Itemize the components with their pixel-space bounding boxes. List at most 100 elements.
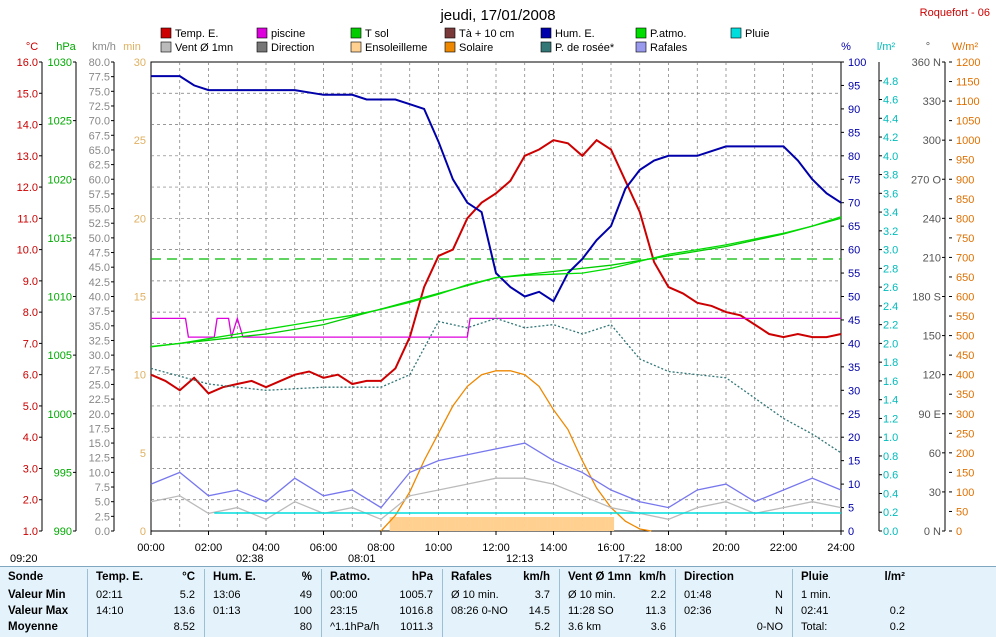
wind-axis-tick-label: 0.0	[95, 526, 110, 538]
sunshine-bar	[452, 517, 456, 531]
temp-axis-tick-label: 16.0	[17, 57, 38, 69]
temp-axis-tick-label: 1.0	[23, 526, 38, 538]
humidity-tick-label: 95	[848, 80, 860, 92]
summary-col-unit: km/h	[523, 571, 550, 583]
radiation-tick-label: 150	[956, 467, 974, 479]
summary-cell-label: 13:06	[213, 589, 241, 601]
sunshine-bar	[550, 517, 554, 531]
sunshine-bar	[421, 517, 425, 531]
sunshine-bar	[570, 517, 574, 531]
summary-cell-label: 23:15	[330, 605, 358, 617]
summary-cell-value: 0.2	[889, 605, 905, 617]
column-separator	[442, 569, 443, 637]
rain-tick-label: 4.2	[883, 132, 898, 144]
summary-cell-value: 3.7	[534, 589, 550, 601]
summary-col-title: Direction	[684, 571, 734, 583]
summary-col-unit: %	[301, 571, 312, 583]
sunshine-bar	[496, 517, 500, 531]
rain-tick-label: 0.8	[883, 451, 898, 463]
humidity-tick-label: 0	[848, 526, 854, 538]
sunshine-bar	[544, 517, 548, 531]
sunshine-bar	[427, 517, 431, 531]
summary-cell-value: 2.2	[650, 589, 666, 601]
summary-cell-label: Ø 10 min.	[568, 589, 616, 601]
sunshine-bar	[415, 517, 419, 531]
wind-axis-tick-label: 30.0	[89, 350, 110, 362]
time-tick-label: 06:00	[310, 542, 338, 554]
sunshine-bar	[507, 517, 511, 531]
wind-axis-tick-label: 77.5	[89, 72, 110, 84]
sunshine-bar	[392, 517, 396, 531]
sunshine-bar	[461, 517, 465, 531]
sunshine-bar	[490, 517, 494, 531]
radiation-tick-label: 250	[956, 428, 974, 440]
direction-tick-label: 210	[923, 252, 941, 264]
right-axes: 0 5 10 15 20 25 30 35 40 45 50 55 60 65 70 75 80 85 90 95 10…	[841, 41, 980, 538]
summary-cell-value: 11.3	[645, 605, 666, 617]
summary-col-title: P.atmo.	[330, 571, 371, 583]
wind-axis-tick-label: 27.5	[89, 365, 110, 377]
sunshine-bar	[559, 517, 563, 531]
sun-event-label: 02:38	[236, 553, 264, 565]
radiation-tick-label: 800	[956, 213, 974, 225]
series-hum-e-	[151, 75, 842, 303]
rain-tick-label: 4.4	[883, 113, 898, 125]
wind-axis-tick-label: 32.5	[89, 335, 110, 347]
direction-tick-label: 60	[929, 448, 941, 460]
sunshine-bar	[539, 517, 543, 531]
time-tick-label: 18:00	[655, 542, 683, 554]
sun-event-label: 17:22	[618, 553, 646, 565]
sunshine-bar	[519, 517, 523, 531]
wind-axis-tick-label: 72.5	[89, 101, 110, 113]
legend-label: P.atmo.	[650, 28, 687, 40]
radiation-tick-label: 900	[956, 174, 974, 186]
sunshine-bar	[527, 517, 531, 531]
wind-axis-tick-label: 60.0	[89, 174, 110, 186]
summary-cell-value: N	[775, 589, 783, 601]
legend-label: Ensoleilleme	[365, 42, 427, 54]
wind-axis-tick-label: 50.0	[89, 233, 110, 245]
pressure-axis-tick-label: 1010	[48, 292, 72, 304]
wind-axis-tick-label: 80.0	[89, 57, 110, 69]
legend-swatch	[540, 41, 552, 53]
sunshine-bar	[464, 517, 468, 531]
sunshine-bar	[409, 517, 413, 531]
sunshine-bar	[590, 517, 594, 531]
wind-axis-tick-label: 10.0	[89, 467, 110, 479]
summary-col-unit: km/h	[639, 571, 666, 583]
summary-col-unit: hPa	[411, 571, 433, 583]
sunshine-bar	[447, 517, 451, 531]
sunshine-bar	[438, 517, 442, 531]
sunshine-bar	[444, 517, 448, 531]
summary-cell-value: 5.2	[179, 589, 195, 601]
wind-axis-tick-label: 70.0	[89, 116, 110, 128]
sunshine-bar	[556, 517, 560, 531]
rain-tick-label: 3.6	[883, 188, 898, 200]
radiation-tick-label: 1000	[956, 135, 980, 147]
temp-axis-tick-label: 7.0	[23, 338, 38, 350]
humidity-tick-label: 20	[848, 432, 860, 444]
sunshine-bar	[510, 517, 514, 531]
summary-cell-value: 1005.7	[399, 589, 433, 601]
sunshine-bar	[573, 517, 577, 531]
humidity-tick-label: 35	[848, 362, 860, 374]
legend-swatch	[350, 41, 362, 53]
rain-tick-label: 3.2	[883, 226, 898, 238]
sunshine-bar	[562, 517, 566, 531]
sunshine-bar	[498, 517, 502, 531]
summary-cell-label: Total:	[801, 621, 828, 633]
rain-tick-label: 2.0	[883, 338, 898, 350]
humidity-tick-label: 75	[848, 174, 860, 186]
humidity-tick-label: 65	[848, 221, 860, 233]
summary-col-title: Temp. E.	[96, 571, 144, 583]
summary-cell-value: 0.2	[889, 621, 905, 633]
radiation-tick-label: 350	[956, 389, 974, 401]
sunshine-bar	[401, 517, 405, 531]
wind-axis-tick-label: 25.0	[89, 379, 110, 391]
sunshine-bar	[478, 517, 482, 531]
radiation-tick-label: 300	[956, 409, 974, 421]
sunshine-bar	[536, 517, 540, 531]
humidity-tick-label: 45	[848, 315, 860, 327]
sunshine-bar	[484, 517, 488, 531]
pressure-axis-tick-label: 990	[54, 526, 72, 538]
